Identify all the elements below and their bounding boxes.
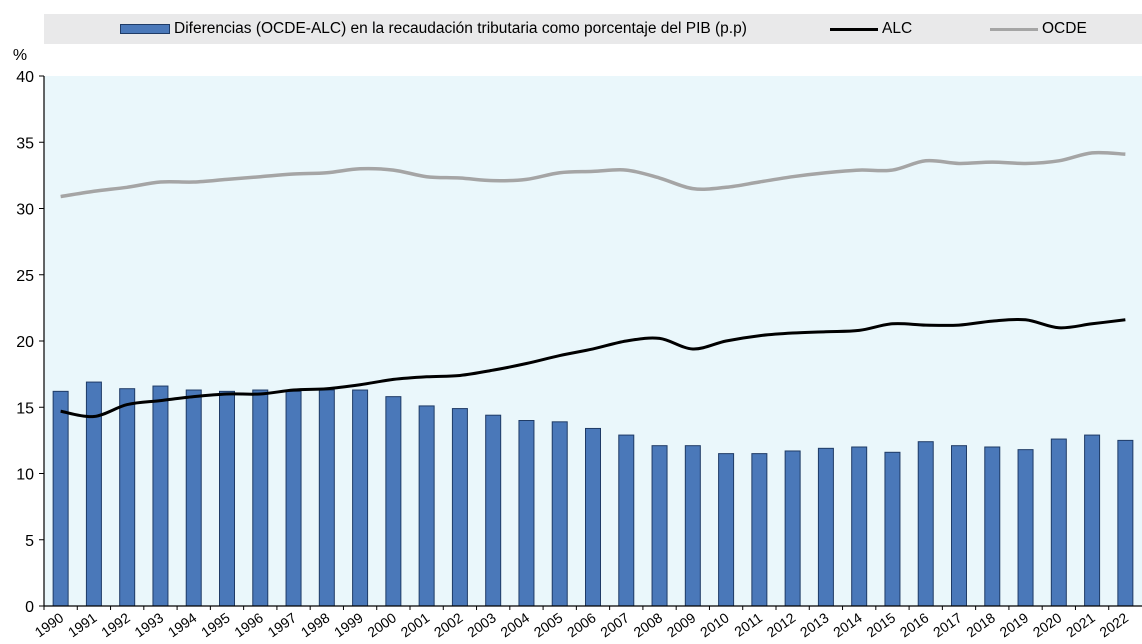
y-tick-label-20: 20 — [16, 334, 34, 351]
x-tick-label-1993: 1993 — [131, 609, 166, 640]
bar-2015 — [884, 451, 901, 607]
bar-1990 — [52, 390, 69, 607]
y-tick-label-0: 0 — [25, 599, 34, 616]
legend-item-alc: ALC — [830, 14, 912, 44]
x-tick-label-2005: 2005 — [531, 609, 566, 640]
legend-item-ocde: OCDE — [990, 14, 1087, 44]
bar-2010 — [718, 453, 735, 607]
y-axis-label: % — [13, 47, 27, 64]
x-tick-label-2013: 2013 — [797, 609, 832, 640]
x-tick-label-2003: 2003 — [464, 609, 499, 640]
bar-2011 — [751, 453, 768, 607]
bar-2006 — [585, 427, 601, 607]
x-tick-label-2015: 2015 — [863, 609, 898, 640]
bar-1995 — [219, 390, 235, 607]
y-tick-label-30: 30 — [16, 202, 34, 219]
y-tick-label-5: 5 — [25, 533, 34, 550]
x-tick-label-2007: 2007 — [597, 609, 632, 640]
x-tick-label-2004: 2004 — [497, 609, 532, 640]
bar-1992 — [119, 388, 136, 607]
x-tick-label-2008: 2008 — [631, 609, 666, 640]
x-tick-label-1997: 1997 — [265, 609, 300, 640]
bar-1996 — [252, 389, 269, 607]
bar-2017 — [951, 445, 967, 607]
chart-legend: Diferencias (OCDE-ALC) en la recaudación… — [44, 14, 1142, 44]
x-tick-label-1995: 1995 — [198, 609, 233, 640]
x-tick-label-2010: 2010 — [697, 609, 732, 640]
x-tick-label-1992: 1992 — [98, 609, 133, 640]
x-tick-label-2014: 2014 — [830, 609, 865, 640]
x-tick-label-1998: 1998 — [298, 609, 333, 640]
legend-label-ocde: OCDE — [1042, 20, 1087, 37]
x-tick-label-2017: 2017 — [930, 609, 965, 640]
bar-2004 — [518, 420, 535, 607]
bar-1998 — [318, 389, 335, 607]
x-tick-label-2020: 2020 — [1030, 609, 1065, 640]
series-line-ocde — [60, 150, 1126, 199]
legend-label-diferencias: Diferencias (OCDE-ALC) en la recaudación… — [174, 20, 747, 37]
bar-2021 — [1084, 434, 1101, 607]
y-tick-label-10: 10 — [16, 467, 34, 484]
bar-2008 — [651, 445, 668, 607]
bar-2020 — [1050, 438, 1067, 607]
x-tick-label-1999: 1999 — [331, 609, 366, 640]
bar-2002 — [451, 408, 468, 607]
bar-series — [52, 381, 1134, 607]
legend-swatch-alc — [830, 27, 878, 31]
bar-2009 — [684, 445, 701, 607]
bar-1993 — [152, 385, 169, 607]
x-tick-label-2000: 2000 — [364, 609, 399, 640]
bar-1999 — [352, 389, 369, 607]
x-tick-label-2022: 2022 — [1096, 609, 1131, 640]
bar-2014 — [851, 446, 868, 607]
bar-2013 — [817, 447, 834, 607]
x-tick-label-1990: 1990 — [32, 609, 67, 640]
x-tick-label-2002: 2002 — [431, 609, 466, 640]
y-tick-label-35: 35 — [16, 135, 34, 152]
bar-2003 — [485, 414, 502, 607]
bar-2000 — [385, 396, 402, 607]
x-tick-label-2006: 2006 — [564, 609, 599, 640]
bar-2012 — [784, 450, 801, 607]
legend-label-alc: ALC — [882, 20, 913, 37]
x-tick-label-1996: 1996 — [231, 609, 266, 640]
bar-2016 — [917, 441, 934, 607]
x-tick-label-2012: 2012 — [764, 609, 799, 640]
bar-2022 — [1117, 439, 1134, 607]
y-tick-label-25: 25 — [16, 268, 34, 285]
x-tick-label-2021: 2021 — [1063, 609, 1098, 640]
bar-2019 — [1017, 449, 1034, 607]
x-tick-label-2018: 2018 — [963, 609, 998, 640]
x-tick-label-2009: 2009 — [664, 609, 699, 640]
bar-2007 — [618, 434, 635, 607]
x-tick-label-1994: 1994 — [165, 609, 200, 640]
x-tick-label-2011: 2011 — [731, 609, 765, 639]
x-tick-label-2001: 2001 — [398, 609, 433, 640]
x-tick-label-1991: 1991 — [65, 609, 100, 640]
x-tick-label-2016: 2016 — [897, 609, 932, 640]
legend-item-diferencias: Diferencias (OCDE-ALC) en la recaudación… — [120, 14, 747, 44]
legend-swatch-bar — [120, 24, 170, 34]
bar-2001 — [418, 405, 435, 607]
series-line-alc — [60, 317, 1126, 419]
bar-2005 — [551, 421, 568, 607]
y-tick-label-40: 40 — [16, 69, 34, 86]
bar-1994 — [185, 389, 202, 607]
bar-1997 — [285, 390, 302, 607]
y-tick-label-15: 15 — [16, 400, 34, 417]
x-tick-label-2019: 2019 — [997, 609, 1032, 640]
bar-2018 — [984, 446, 1001, 607]
legend-swatch-ocde — [990, 27, 1038, 31]
